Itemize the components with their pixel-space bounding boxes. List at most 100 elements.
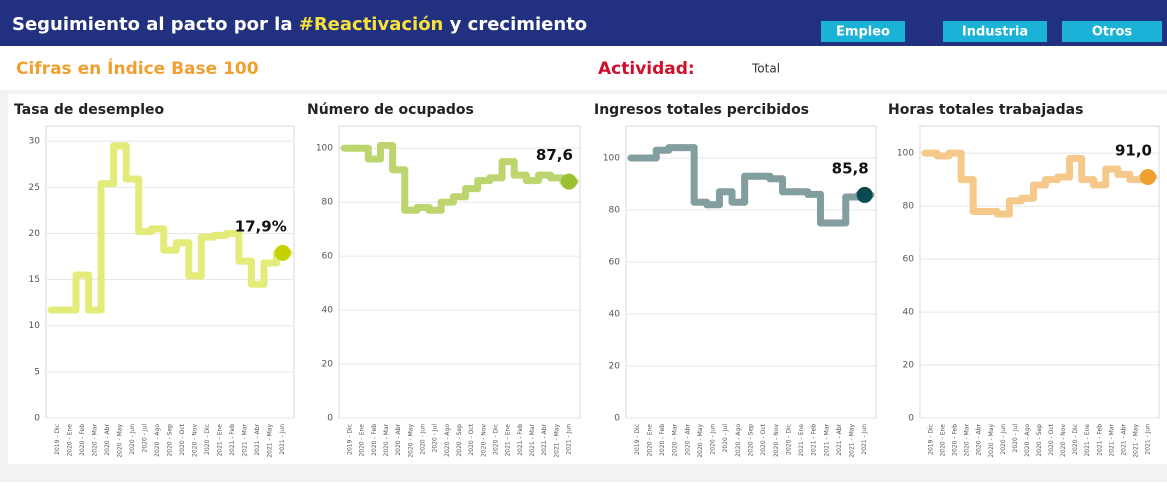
x-tick-label: 2021 - May — [267, 424, 274, 458]
chart-title: Tasa de desempleo — [14, 102, 164, 118]
x-tick-label: 2020 - May — [116, 424, 123, 458]
x-tick-label: 2020 - Jun — [1000, 424, 1007, 455]
button[interactable]: Otros — [1092, 25, 1133, 40]
x-tick-label: 2020 - Feb — [79, 424, 86, 456]
y-tick-label: 100 — [316, 144, 333, 154]
title-hashtag: #Reactivación — [299, 14, 444, 35]
x-tick-label: 2021 - May — [553, 424, 560, 458]
x-tick-label: 2020 - Feb — [952, 424, 959, 456]
x-tick-label: 2020 - Ago — [154, 424, 161, 457]
data-label: 85,8 — [832, 159, 869, 177]
x-tick-label: 2020 - Nov — [1060, 424, 1067, 457]
x-tick-label: 2020 - Jul — [1012, 424, 1019, 453]
y-tick-label: 80 — [322, 198, 334, 208]
y-tick-label: 60 — [903, 255, 915, 265]
x-tick-label: 2020 - Jun — [129, 424, 136, 455]
button-bg[interactable] — [943, 21, 1047, 42]
button-bg[interactable] — [821, 21, 905, 42]
x-tick-label: 2020 - May — [407, 424, 414, 458]
title-end: y crecimiento — [443, 14, 587, 35]
x-tick-label: 2020 - Sep — [167, 424, 174, 457]
charts-area — [8, 94, 1167, 464]
x-tick-label: 2021 - Feb — [517, 424, 524, 456]
x-tick-label: 2021 - Jun — [279, 424, 286, 455]
x-tick-label: 2020 - Sep — [1036, 424, 1043, 457]
y-tick-label: 20 — [322, 360, 334, 370]
x-tick-label: 2020 - Nov — [192, 424, 199, 457]
x-tick-label: 2021 - Abr — [836, 423, 843, 455]
x-tick-label: 2020 - Sep — [456, 424, 463, 457]
x-tick-label: 2020 - Jul — [432, 424, 439, 453]
x-tick-label: 2020 - Jun — [420, 424, 427, 455]
x-tick-label: 2020 - Abr — [684, 423, 691, 455]
data-label: 87,6 — [536, 146, 573, 164]
y-tick-label: 60 — [322, 252, 334, 262]
last-point — [856, 186, 873, 203]
x-tick-label: 2020 - Oct — [760, 423, 767, 455]
button[interactable]: Industria — [962, 25, 1028, 40]
x-tick-label: 2020 - Mar — [672, 423, 679, 456]
x-tick-label: 2021 - Abr — [541, 423, 548, 455]
x-tick-label: 2021 - Ene — [217, 424, 224, 457]
x-tick-label: 2020 - Sep — [748, 424, 755, 457]
x-tick-label: 2021 - Ene — [798, 424, 805, 457]
x-tick-label: 2020 - Ene — [66, 424, 73, 457]
data-label: 91,0 — [1115, 142, 1152, 160]
x-tick-label: 2019 - Dic — [634, 424, 641, 455]
header-title: Seguimiento al pacto por la #Reactivació… — [12, 14, 587, 35]
y-tick-label: 20 — [903, 361, 915, 371]
x-tick-label: 2020 - Mar — [383, 423, 390, 456]
x-tick-label: 2021 - Jun — [861, 424, 868, 455]
x-tick-label: 2021 - Feb — [229, 424, 236, 456]
y-tick-label: 40 — [903, 308, 915, 318]
button-bg[interactable] — [1062, 21, 1162, 42]
x-tick-label: 2019 - Dic — [347, 424, 354, 455]
x-tick-label: 2021 - Jun — [565, 424, 572, 455]
y-tick-label: 40 — [609, 310, 621, 320]
y-tick-label: 60 — [609, 258, 621, 268]
x-tick-label: 2020 - Ago — [1024, 424, 1031, 457]
x-tick-label: 2020 - Abr — [395, 423, 402, 455]
y-tick-label: 20 — [29, 229, 41, 239]
x-tick-label: 2020 - May — [697, 424, 704, 458]
y-tick-label: 30 — [29, 137, 41, 147]
x-tick-label: 2021 - May — [1132, 424, 1139, 458]
x-tick-label: 2020 - Oct — [468, 423, 475, 455]
x-tick-label: 2020 - Mar — [91, 423, 98, 456]
x-tick-label: 2020 - Oct — [179, 423, 186, 455]
y-tick-label: 0 — [614, 414, 620, 424]
chart-title: Número de ocupados — [307, 102, 474, 118]
x-tick-label: 2020 - Jun — [710, 424, 717, 455]
x-tick-label: 2019 - Dic — [54, 424, 61, 455]
x-tick-label: 2019 - Dic — [928, 424, 935, 455]
step-line — [627, 144, 875, 227]
activity-value: Total — [751, 62, 780, 76]
last-point — [1139, 169, 1156, 186]
chart-title: Horas totales trabajadas — [888, 102, 1083, 118]
subtitle: Cifras en Índice Base 100 — [16, 57, 259, 79]
button[interactable]: Empleo — [836, 25, 890, 40]
x-tick-label: 2021 - Ene — [505, 424, 512, 457]
y-tick-label: 20 — [609, 362, 621, 372]
x-tick-label: 2021 - Mar — [529, 423, 536, 456]
y-tick-label: 25 — [29, 183, 40, 193]
x-tick-label: 2021 - Mar — [242, 423, 249, 456]
x-tick-label: 2020 - Abr — [104, 423, 111, 455]
activity-label: Actividad: — [598, 59, 695, 79]
last-point — [560, 173, 577, 190]
x-tick-label: 2021 - Feb — [811, 424, 818, 456]
subheader-bar — [0, 46, 1167, 90]
y-tick-label: 0 — [327, 414, 333, 424]
x-tick-label: 2020 - Mar — [964, 423, 971, 456]
x-tick-label: 2021 - Ene — [1084, 424, 1091, 457]
x-tick-label: 2020 - Jul — [141, 424, 148, 453]
x-tick-label: 2020 - Feb — [659, 424, 666, 456]
last-point — [274, 244, 291, 261]
x-tick-label: 2020 - Ene — [646, 424, 653, 457]
y-tick-label: 100 — [897, 149, 914, 159]
x-tick-label: 2020 - Dic — [204, 424, 211, 455]
x-tick-label: 2020 - Nov — [480, 424, 487, 457]
x-tick-label: 2020 - Ago — [735, 424, 742, 457]
